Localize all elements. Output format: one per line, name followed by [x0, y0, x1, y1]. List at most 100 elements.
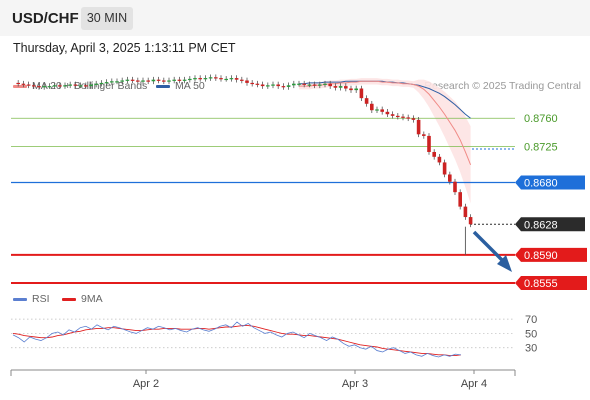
candle-body	[453, 181, 457, 193]
candle-body	[328, 83, 332, 87]
legend-rsi: RSI	[13, 293, 50, 305]
candle-body	[21, 83, 26, 85]
ma50-swatch	[156, 84, 170, 88]
candle-body	[411, 118, 416, 120]
candle-body	[359, 88, 364, 99]
candle-body	[141, 80, 145, 82]
candle-body	[84, 85, 88, 87]
candle-body	[58, 85, 62, 87]
timestamp: Thursday, April 3, 2025 1:13:11 PM CET	[13, 41, 236, 55]
level-resistance: 0.8760	[11, 113, 558, 125]
candle-body	[432, 151, 436, 157]
candle-body	[203, 78, 208, 80]
candle-body	[146, 80, 150, 82]
candle-body	[344, 86, 348, 89]
candle-body	[16, 82, 20, 85]
candle-body	[245, 80, 249, 83]
candle-body	[458, 192, 462, 207]
candle-body	[188, 78, 192, 81]
candle-body	[99, 82, 104, 85]
candle-body	[130, 79, 135, 81]
candle-body	[73, 84, 78, 86]
candle-body	[182, 79, 187, 81]
candle-body	[349, 88, 353, 91]
candle-body	[292, 83, 296, 86]
level-support: 0.8555	[11, 275, 587, 290]
time-tick-label: Apr 3	[342, 378, 368, 390]
candle-body	[156, 79, 161, 81]
candle-body	[125, 79, 130, 81]
candle-body	[120, 80, 124, 82]
level-pivot: 0.8680	[11, 175, 585, 190]
rsi-line	[12, 321, 462, 358]
candle-body	[47, 86, 52, 88]
rsi-level-label: 50	[525, 328, 537, 340]
candle-body	[63, 85, 67, 87]
candle-body	[94, 83, 98, 85]
current-price-box	[515, 217, 585, 232]
candle-body	[375, 109, 379, 111]
support-label-box	[515, 275, 587, 290]
candle-body	[240, 79, 244, 81]
candle-body	[32, 85, 36, 87]
candle-body	[78, 85, 83, 87]
candle-body	[370, 103, 374, 111]
candle-body	[162, 80, 166, 82]
candle-body	[385, 111, 390, 115]
timeframe-button[interactable]: 30 MIN	[81, 7, 133, 30]
pivot-label-box	[515, 175, 585, 190]
resistance-label: 0.8725	[524, 141, 558, 153]
candle-body	[104, 82, 109, 84]
candle-body	[68, 84, 72, 86]
candle-body	[406, 117, 410, 119]
level-resistance: 0.8725	[11, 141, 558, 153]
candle-body	[271, 84, 275, 86]
candle-body	[448, 174, 452, 182]
candle-body	[250, 82, 254, 85]
candle-body	[390, 114, 395, 116]
candle-body	[37, 86, 41, 88]
candle-body	[354, 88, 358, 91]
rsi-level-label: 30	[525, 343, 537, 355]
candle-body	[380, 109, 384, 112]
candle-body	[297, 83, 301, 85]
candle-body	[463, 206, 468, 218]
legend-ma9: 9MA	[62, 293, 103, 305]
level-support: 0.8590	[11, 247, 587, 262]
candle-body	[312, 84, 317, 86]
top-bar: USD/CHF 30 MIN	[0, 0, 590, 36]
candle-body	[338, 86, 343, 88]
candle-body	[286, 85, 291, 87]
time-tick-label: Apr 2	[133, 378, 159, 390]
candle-body	[136, 80, 140, 82]
ma9-swatch	[62, 297, 76, 301]
candle-body	[401, 116, 405, 118]
candle-body	[208, 77, 213, 79]
candle-body	[234, 78, 239, 80]
candle-body	[281, 86, 286, 88]
candle-body	[151, 79, 156, 82]
candle-body	[427, 135, 431, 152]
ma20-line	[299, 80, 472, 166]
currency-pair-title: USD/CHF	[12, 10, 79, 27]
candle-body	[229, 78, 234, 80]
projection-arrow-shaft	[472, 230, 506, 264]
candle-body	[219, 78, 223, 80]
time-tick-label: Apr 4	[461, 378, 487, 390]
candle-body	[115, 81, 119, 83]
legend-ma50: MA 50	[156, 80, 205, 92]
candle-body	[276, 84, 280, 87]
candle-body	[396, 115, 400, 118]
projection-arrow-head	[497, 255, 512, 272]
candle-body	[198, 78, 202, 80]
candle-body	[266, 85, 270, 87]
candle-body	[422, 134, 426, 136]
level-current: 0.8628	[470, 217, 585, 232]
candle-body	[442, 162, 447, 175]
current-price-label: 0.8628	[524, 219, 558, 231]
candle-body	[89, 84, 93, 87]
candle-body	[416, 119, 421, 135]
candle-body	[260, 84, 265, 87]
legend-ma9-label: 9MA	[81, 293, 103, 305]
candle-body	[333, 86, 338, 88]
